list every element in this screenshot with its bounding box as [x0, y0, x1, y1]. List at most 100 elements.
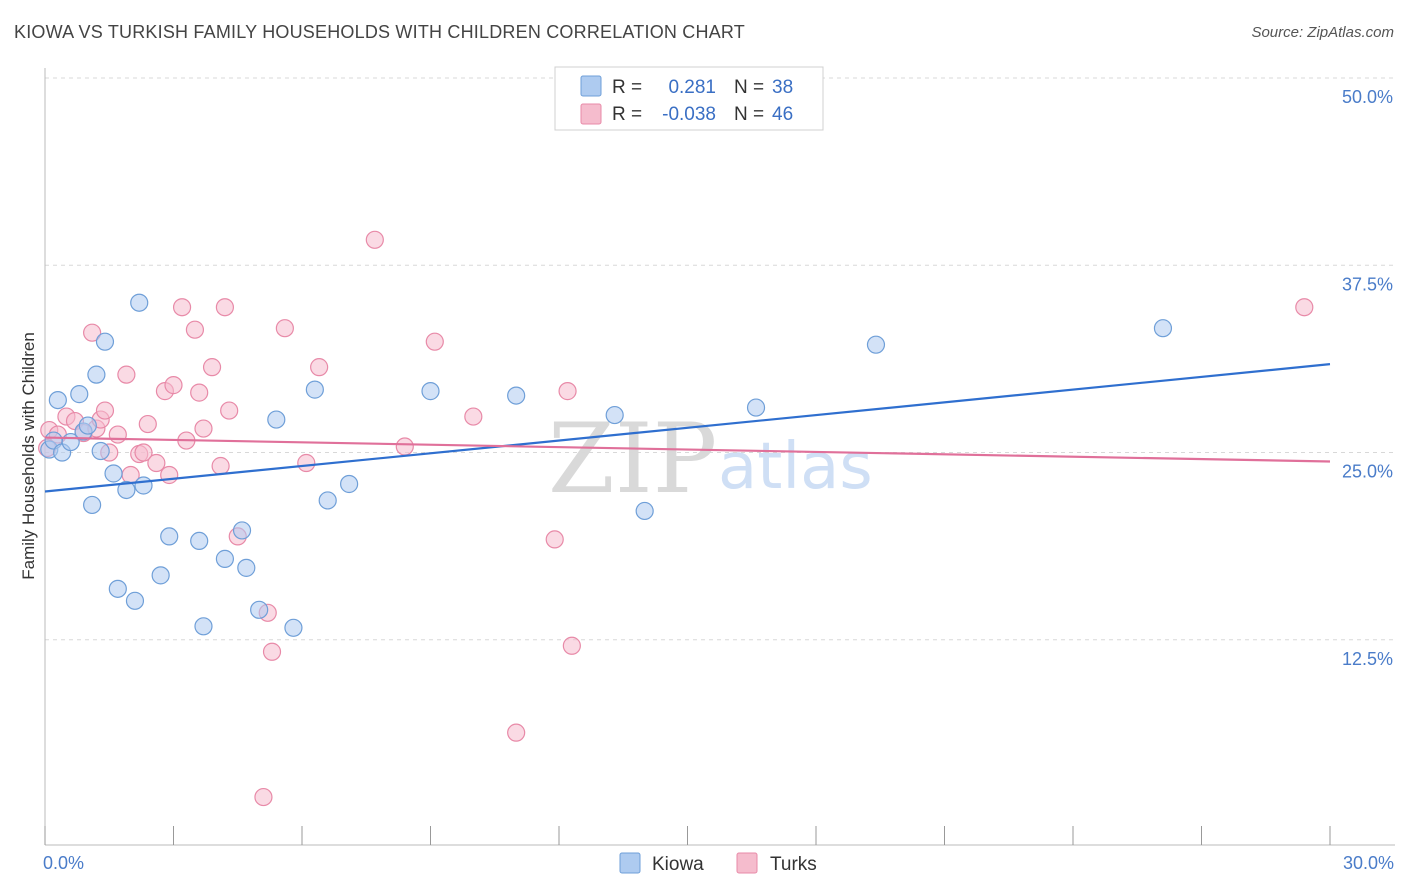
turks-points — [38, 230, 1314, 807]
kiowa-point — [125, 591, 145, 610]
kiowa-point — [78, 416, 97, 435]
legend-kiowa-r-label: R = — [612, 77, 642, 98]
legend-kiowa-swatch — [580, 75, 602, 97]
kiowa-point — [421, 382, 440, 401]
x-tick-label-max: 30.0% — [1343, 853, 1394, 873]
kiowa-point — [507, 386, 526, 405]
turks-point — [194, 419, 213, 438]
turks-point — [95, 401, 115, 420]
turks-point — [190, 383, 209, 402]
kiowa-point — [746, 398, 766, 417]
kiowa-point — [1153, 319, 1173, 338]
legend-kiowa-n-value: 38 — [772, 77, 793, 98]
turks-point — [545, 530, 564, 549]
bottom-legend-kiowa-label: Kiowa — [652, 854, 704, 875]
turks-point — [275, 319, 294, 338]
kiowa-point — [318, 491, 337, 510]
turks-point — [310, 358, 329, 377]
legend-turks-swatch — [580, 103, 602, 125]
watermark-atlas: atlas — [718, 430, 873, 504]
turks-point — [262, 642, 282, 661]
kiowa-point — [340, 474, 359, 494]
turks-point — [172, 298, 192, 317]
x-tick-label-min: 0.0% — [43, 853, 84, 873]
turks-point — [558, 382, 577, 401]
turks-point — [108, 425, 127, 444]
kiowa-trend-line — [44, 363, 1331, 493]
turks-point — [134, 443, 153, 462]
kiowa-point — [108, 579, 127, 598]
kiowa-point — [117, 480, 136, 500]
source-credit: Source: ZipAtlas.com — [1251, 24, 1394, 41]
turks-point — [562, 636, 581, 655]
turks-point — [83, 323, 102, 342]
turks-point — [464, 407, 483, 426]
kiowa-point — [83, 495, 102, 515]
legend-turks-n-value: 46 — [772, 104, 793, 125]
kiowa-point — [70, 385, 89, 404]
bottom-legend-turks-label: Turks — [770, 854, 817, 875]
turks-point — [160, 465, 179, 485]
kiowa-point — [215, 549, 234, 568]
legend-turks-r-value: -0.038 — [662, 104, 716, 125]
kiowa-point — [305, 380, 324, 399]
axes — [44, 68, 1395, 846]
kiowa-point — [160, 527, 179, 546]
turks-point — [211, 456, 230, 476]
turks-point — [164, 376, 183, 395]
turks-point — [215, 298, 234, 317]
trend-lines — [44, 363, 1331, 493]
y-tick-label: 50.0% — [1342, 87, 1393, 107]
y-tick-label: 25.0% — [1342, 462, 1393, 482]
kiowa-point — [605, 405, 624, 425]
kiowa-point — [91, 441, 110, 461]
turks-point — [117, 365, 136, 384]
y-tick-labels: 12.5% 25.0% 37.5% 50.0% — [1342, 87, 1393, 669]
turks-point — [138, 414, 157, 434]
kiowa-point — [866, 335, 886, 354]
turks-point — [202, 358, 222, 377]
turks-point — [185, 320, 205, 339]
turks-point — [1295, 298, 1314, 317]
legend-turks-n-label: N = — [734, 104, 764, 125]
kiowa-point — [48, 390, 67, 410]
legend-turks-r-label: R = — [612, 104, 642, 125]
kiowa-point — [151, 566, 170, 585]
kiowa-point — [194, 617, 213, 636]
grid-lines — [45, 77, 1395, 641]
legend-top: R = 0.281 N = 38 R = -0.038 N = 46 — [554, 66, 824, 131]
legend-bottom: Kiowa Turks — [619, 852, 817, 875]
turks-point — [220, 401, 239, 420]
turks-trend-line — [44, 436, 1331, 463]
kiowa-point — [232, 521, 252, 540]
turks-point — [147, 453, 166, 473]
y-tick-label: 12.5% — [1342, 649, 1393, 669]
kiowa-point — [104, 464, 123, 483]
kiowa-point — [237, 558, 256, 577]
chart-title: KIOWA VS TURKISH FAMILY HOUSEHOLDS WITH … — [14, 22, 745, 42]
turks-point — [297, 453, 316, 473]
turks-point — [507, 723, 526, 742]
kiowa-point — [190, 531, 209, 551]
kiowa-point — [95, 332, 115, 351]
legend-kiowa-n-label: N = — [734, 77, 764, 98]
turks-point — [395, 437, 414, 456]
kiowa-point — [250, 600, 269, 619]
watermark-zip: ZIP — [548, 403, 717, 515]
y-axis-label: Family Households with Children — [19, 332, 38, 580]
kiowa-point — [134, 476, 153, 495]
bottom-legend-turks-swatch — [736, 852, 758, 874]
kiowa-point — [635, 501, 654, 521]
kiowa-point — [284, 618, 303, 637]
legend-kiowa-r-value: 0.281 — [668, 77, 716, 98]
bottom-legend-kiowa-swatch — [619, 852, 641, 874]
kiowa-point — [267, 410, 286, 429]
kiowa-point — [87, 365, 106, 384]
watermark: ZIP atlas — [548, 403, 873, 515]
y-tick-label: 37.5% — [1342, 274, 1393, 294]
turks-point — [254, 787, 273, 807]
kiowa-point — [130, 293, 149, 312]
turks-point — [425, 332, 444, 351]
turks-point — [365, 230, 384, 249]
